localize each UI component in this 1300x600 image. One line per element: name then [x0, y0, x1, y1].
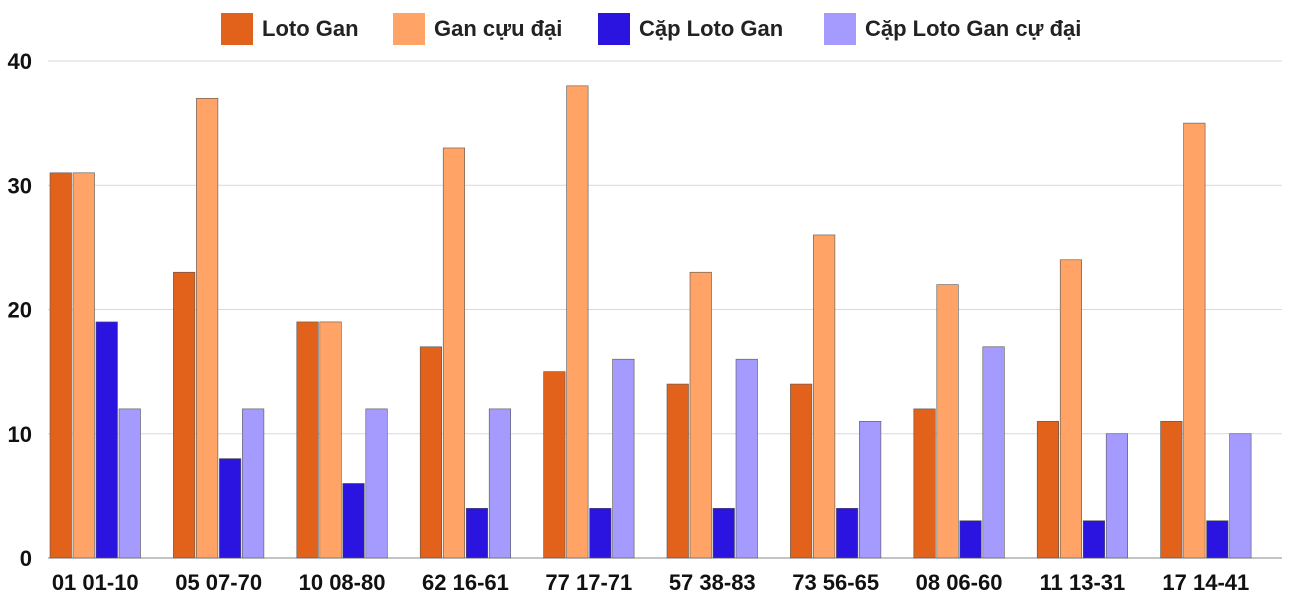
series-0: [49, 172, 1183, 559]
bar-3-9: [1229, 433, 1252, 559]
bar-1-3: [442, 147, 466, 559]
legend-item-1: Gan cựu đại: [393, 13, 562, 45]
x-tick-label: 10 08-80: [299, 570, 386, 595]
x-tick-label: 05 07-70: [175, 570, 262, 595]
series-3: [118, 346, 1252, 559]
bar-2-2: [342, 483, 365, 559]
bar-3-2: [365, 408, 388, 559]
bar-2-8: [1082, 520, 1105, 559]
bar-0-5: [666, 383, 689, 559]
x-tick-label: 01 01-10: [52, 570, 139, 595]
bar-3-8: [1105, 433, 1128, 559]
legend-label: Gan cựu đại: [434, 16, 562, 41]
legend-item-0: Loto Gan: [221, 13, 359, 45]
bar-0-9: [1160, 421, 1183, 559]
bars: [49, 85, 1252, 559]
bar-0-6: [790, 383, 813, 559]
y-axis-ticks: 0 10 20 30 40: [8, 49, 32, 571]
legend-swatch: [221, 13, 253, 45]
bar-3-3: [488, 408, 512, 559]
x-tick-label: 57 38-83: [669, 570, 756, 595]
bar-1-9: [1183, 122, 1206, 559]
bar-2-5: [712, 507, 735, 559]
legend-swatch: [393, 13, 425, 45]
legend-label: Cặp Loto Gan: [639, 16, 783, 41]
bar-1-1: [196, 97, 219, 559]
bar-0-8: [1036, 421, 1059, 559]
x-tick-label: 08 06-60: [916, 570, 1003, 595]
bar-1-7: [936, 284, 959, 559]
series-2: [95, 321, 1229, 559]
legend-item-3: Cặp Loto Gan cự đại: [824, 13, 1081, 45]
bar-2-4: [589, 507, 612, 559]
y-tick-label: 20: [8, 298, 32, 323]
bar-0-1: [173, 271, 196, 559]
bar-0-2: [296, 321, 319, 559]
x-axis-labels: 01 01-10 05 07-70 10 08-80 62 16-61 77 17-71…: [52, 570, 1249, 595]
legend: Loto Gan Gan cựu đại Cặp Loto Gan Cặp Loto …: [221, 13, 1081, 45]
bar-2-0: [95, 321, 118, 559]
bar-1-6: [813, 234, 836, 559]
bar-2-3: [465, 507, 489, 559]
bar-2-6: [836, 507, 859, 559]
bar-3-6: [859, 421, 882, 559]
legend-item-2: Cặp Loto Gan: [598, 13, 783, 45]
y-tick-label: 30: [8, 173, 32, 198]
bar-3-5: [735, 358, 758, 559]
bar-0-4: [543, 371, 566, 559]
bar-3-1: [242, 408, 265, 559]
legend-label: Cặp Loto Gan cự đại: [865, 16, 1081, 41]
legend-swatch: [598, 13, 630, 45]
x-tick-label: 11 13-31: [1040, 570, 1126, 595]
y-tick-label: 0: [20, 546, 32, 571]
bar-3-4: [612, 358, 635, 559]
y-tick-label: 10: [8, 422, 32, 447]
bar-0-0: [49, 172, 72, 559]
bar-1-8: [1059, 259, 1082, 559]
legend-label: Loto Gan: [262, 16, 359, 41]
bar-2-7: [959, 520, 982, 559]
x-tick-label: 77 17-71: [545, 570, 632, 595]
bar-0-7: [913, 408, 936, 559]
bar-2-1: [219, 458, 242, 559]
bar-0-3: [419, 346, 443, 559]
x-tick-label: 62 16-61: [422, 570, 509, 595]
bar-1-4: [566, 85, 589, 559]
bar-1-2: [319, 321, 342, 559]
series-1: [72, 85, 1206, 559]
bar-3-0: [118, 408, 141, 559]
y-tick-label: 40: [8, 49, 32, 74]
bar-1-0: [72, 172, 95, 559]
x-tick-label: 17 14-41: [1162, 570, 1249, 595]
bar-1-5: [689, 271, 712, 559]
legend-swatch: [824, 13, 856, 45]
x-tick-label: 73 56-65: [792, 570, 879, 595]
bar-3-7: [982, 346, 1005, 559]
bar-2-9: [1206, 520, 1229, 559]
